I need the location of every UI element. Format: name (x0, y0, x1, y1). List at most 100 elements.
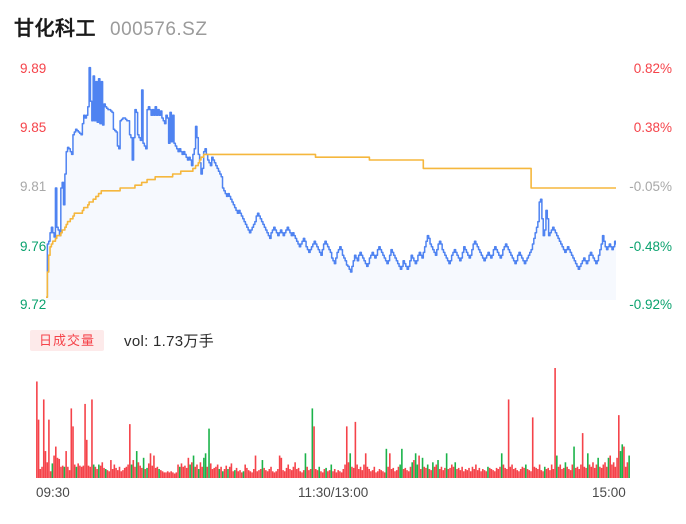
volume-bar (540, 470, 543, 478)
volume-bar (132, 460, 135, 478)
volume-bar (516, 470, 519, 478)
volume-bar (618, 415, 620, 478)
volume-bar (161, 471, 164, 478)
volume-bar (597, 457, 599, 478)
volume-bar (619, 451, 622, 478)
volume-bar (129, 424, 131, 478)
volume-bar (240, 472, 243, 478)
volume-bar (89, 466, 92, 478)
volume-bar (165, 472, 167, 478)
volume-bar (466, 470, 469, 478)
y-axis-label-price-0: 9.89 (20, 61, 47, 76)
volume-bar (623, 446, 625, 478)
volume-bar (576, 466, 579, 478)
volume-bar (475, 464, 477, 478)
volume-bar (177, 464, 179, 478)
volume-bar (512, 469, 515, 478)
volume-plot-area[interactable] (36, 366, 630, 478)
volume-bar (376, 471, 379, 478)
volume-bar (395, 470, 398, 478)
volume-bar (58, 458, 61, 478)
volume-bar (607, 457, 610, 478)
volume-bar (37, 419, 40, 478)
volume-bar (309, 469, 312, 478)
volume-bar (223, 469, 226, 478)
volume-bar (285, 467, 288, 478)
volume-bar (173, 473, 176, 478)
volume-bar (432, 462, 434, 478)
volume-bar (500, 453, 503, 478)
volume-bar (380, 470, 383, 478)
volume-bar (68, 470, 71, 478)
volume-bar (426, 464, 429, 478)
volume-bar (187, 457, 190, 478)
volume-badge[interactable]: 日成交量 (30, 330, 105, 351)
volume-bar (568, 469, 570, 478)
volume-bar (495, 467, 498, 478)
volume-bar (311, 408, 314, 478)
volume-bar (218, 469, 221, 478)
volume-bar (542, 471, 544, 478)
volume-bar (172, 472, 174, 478)
volume-bar (63, 466, 66, 478)
volume-bar (67, 466, 69, 478)
volume-bar (497, 469, 500, 478)
volume-bar (590, 466, 593, 478)
volume-bar (273, 472, 276, 478)
volume-bar (91, 399, 93, 478)
price-plot-area[interactable] (46, 62, 616, 300)
x-axis-label-close: 15:00 (592, 485, 626, 500)
volume-bar (270, 466, 272, 478)
volume-bar (316, 470, 319, 478)
volume-bar (277, 469, 279, 478)
volume-bar (335, 472, 338, 478)
volume-bar (73, 464, 76, 478)
volume-bar (504, 467, 506, 478)
volume-bar (53, 455, 55, 478)
volume-bar (72, 426, 74, 478)
volume-bar (137, 462, 140, 478)
volume-bar (182, 466, 185, 478)
volume-bar (82, 465, 85, 478)
volume-bar (557, 466, 560, 478)
volume-bar (478, 467, 481, 478)
volume-bar (573, 446, 575, 478)
volume-bar (280, 457, 283, 478)
volume-bar (373, 466, 376, 478)
volume-bar (628, 455, 630, 478)
volume-bar (282, 470, 284, 478)
volume-bar (616, 457, 618, 478)
volume-bar (447, 469, 450, 478)
volume-bar (330, 464, 333, 478)
volume-bar (609, 455, 611, 478)
volume-bar (318, 466, 321, 478)
volume-bar (289, 469, 291, 478)
volume-bar (304, 453, 307, 478)
y2-axis-label-pct-2: -0.05% (629, 179, 672, 194)
volume-bar (600, 467, 603, 478)
volume-chart-panel[interactable] (0, 366, 686, 482)
price-chart-panel[interactable]: 9.89 9.85 9.81 9.76 9.72 0.82% 0.38% -0.… (0, 50, 686, 312)
volume-bar (127, 464, 129, 478)
volume-bar (538, 464, 541, 478)
volume-bar (199, 462, 202, 478)
volume-bar (562, 467, 565, 478)
volume-bar (583, 466, 586, 478)
volume-bar (116, 470, 119, 478)
volume-bar (104, 469, 107, 478)
volume-bar (366, 466, 369, 478)
volume-bar (290, 470, 293, 478)
volume-bar (180, 463, 183, 478)
volume-bar (352, 467, 355, 478)
volume-bar (302, 470, 305, 478)
volume-bar (389, 453, 391, 478)
volume-bar (292, 466, 295, 478)
volume-bar (313, 426, 315, 478)
volume-bar (328, 470, 331, 478)
volume-bar (149, 453, 152, 478)
volume-bar (258, 470, 260, 478)
volume-bar (349, 453, 352, 478)
volume-bar (469, 471, 472, 478)
y2-axis-label-pct-4: -0.92% (629, 297, 672, 312)
volume-bar (552, 469, 555, 478)
